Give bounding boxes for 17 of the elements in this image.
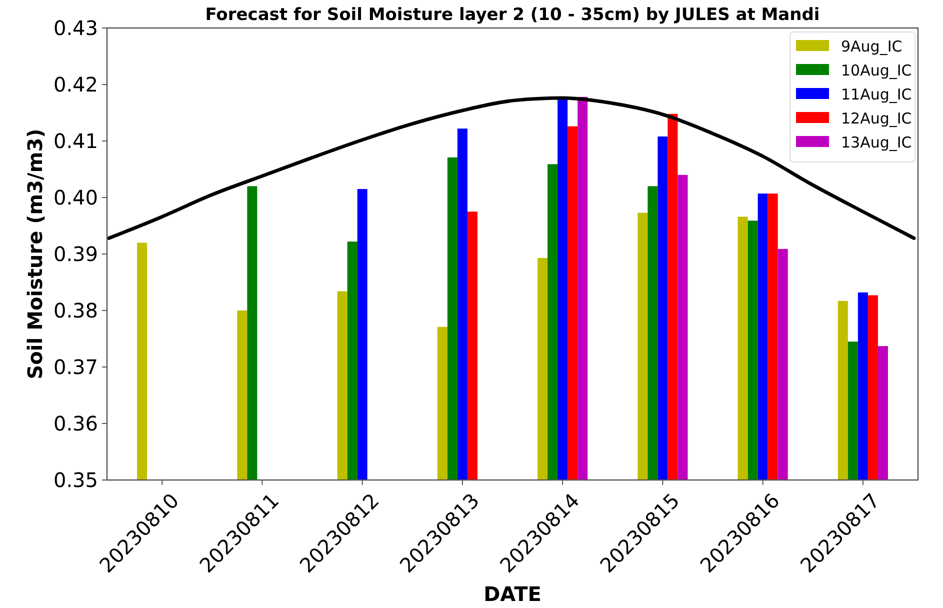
y-tick-label: 0.38 xyxy=(53,298,98,322)
legend-label: 11Aug_IC xyxy=(841,85,912,104)
x-axis-title: DATE xyxy=(484,582,542,606)
chart-title: Forecast for Soil Moisture layer 2 (10 - 35cm) by JULES at Mandi xyxy=(205,5,820,25)
y-tick-label: 0.36 xyxy=(53,412,98,436)
y-tick-label: 0.42 xyxy=(53,72,98,96)
y-tick-label: 0.43 xyxy=(53,16,98,40)
legend-label: 9Aug_IC xyxy=(841,37,902,56)
y-tick-label: 0.39 xyxy=(53,242,98,266)
y-tick-label: 0.40 xyxy=(53,186,98,210)
y-tick-label: 0.37 xyxy=(53,355,98,379)
y-tick-label: 0.35 xyxy=(53,468,98,492)
y-tick-label: 0.41 xyxy=(53,129,98,153)
legend-label: 10Aug_IC xyxy=(841,61,912,80)
legend-label: 12Aug_IC xyxy=(841,109,912,128)
y-axis-title: Soil Moisture (m3/m3) xyxy=(23,128,47,380)
legend-label: 13Aug_IC xyxy=(841,133,912,152)
